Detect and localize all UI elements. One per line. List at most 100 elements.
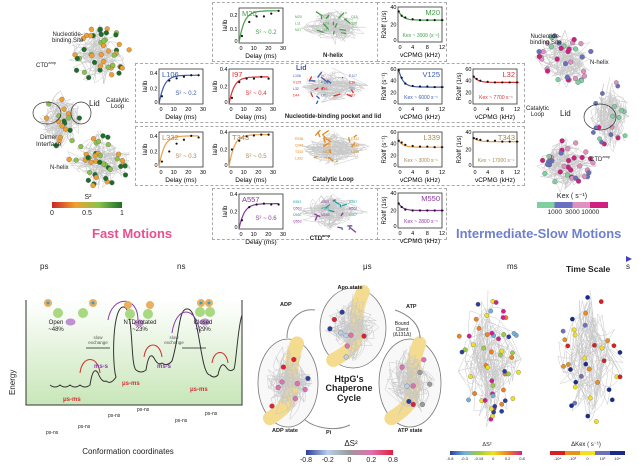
residue-sphere (343, 354, 349, 360)
data-point (515, 81, 519, 84)
residue-sidechain (350, 89, 355, 94)
residue-sphere (269, 403, 275, 409)
residue-sphere (568, 59, 574, 65)
residue-label: D44 (293, 94, 299, 98)
colorbar-tick-label: 0 (347, 456, 352, 464)
y-tick-label: 0 (393, 38, 396, 44)
ms-s-label-1: ms-s (94, 364, 109, 370)
residue-sphere (96, 138, 102, 145)
residue-sidechain (332, 30, 335, 35)
x-tick-label: 0 (398, 107, 401, 113)
colorbar-tick-label: 0 (492, 455, 495, 461)
residue-sphere (98, 63, 104, 69)
residue-sphere (499, 408, 505, 414)
residue-sidechain (315, 10, 323, 17)
residue-sphere (516, 369, 521, 375)
y-axis-label: R2eff (s⁻¹) (382, 135, 388, 163)
data-point (440, 19, 444, 22)
x-tick-label: 0 (159, 170, 162, 176)
data-point (197, 74, 200, 77)
s2-colorbar (52, 202, 122, 208)
apo-state-label: Apo state (337, 285, 363, 291)
x-tick-label: 20 (185, 107, 191, 113)
residue-sphere (499, 401, 505, 407)
residue-sphere (462, 347, 468, 353)
residue-sphere (87, 33, 94, 39)
protein-cartoon (557, 289, 624, 423)
kex-annotation: Kex ~ 17000 s⁻¹ (478, 158, 515, 164)
timescale-arrow (30, 256, 632, 262)
data-point (190, 74, 193, 77)
x-tick-label: 0 (239, 232, 242, 238)
y-tick-label: 60 (390, 67, 396, 73)
residue-sphere (59, 96, 65, 102)
x-tick-label: 8 (501, 170, 504, 176)
data-point (404, 16, 407, 19)
x-tick-label: 20 (265, 232, 271, 238)
y-axis-label: Ia/Ib (143, 143, 149, 155)
residue-sidechain (328, 156, 334, 162)
data-point (411, 84, 414, 88)
residue-sidechain (316, 29, 324, 34)
us-ms-arrow-1 (79, 359, 101, 374)
panel-n-helix-cpmg (377, 2, 447, 62)
colorbar-tick-label: 0.2 (504, 455, 511, 461)
x-axis-label: νCPMG (kHz) (400, 52, 440, 59)
residue-label: L567 (349, 213, 357, 217)
residue-sphere (492, 404, 498, 409)
residue-sphere (66, 156, 72, 162)
x-tick-label: 20 (185, 170, 191, 176)
residue-sphere (572, 384, 578, 390)
residue-sphere (564, 74, 570, 80)
data-point (400, 14, 403, 17)
residue-sphere (109, 72, 115, 78)
timescale-title: Time Scale (566, 264, 611, 274)
residue-label: T343 (498, 133, 515, 142)
residue-sphere (91, 59, 98, 65)
residue-sphere (606, 387, 612, 393)
residue-label: L18 (323, 15, 329, 19)
protein-cartoon (36, 89, 81, 150)
y-axis-label: Ia/Ib (143, 80, 149, 92)
colorbar-tick-label: -0.15 (474, 455, 484, 461)
residue-sphere (539, 157, 546, 163)
colorbar-tick-label: 3000 (565, 208, 580, 216)
x-tick-label: 20 (255, 170, 261, 176)
s2-annotation: S² ~ 0.4 (245, 91, 267, 97)
colorbar-tick-label: 0.8 (388, 456, 398, 464)
ctd-circle (583, 103, 617, 131)
residue-sphere (338, 330, 344, 336)
data-point (400, 141, 403, 144)
x-tick-label: 4 (411, 45, 414, 51)
residue-sphere (78, 144, 84, 150)
residue-sphere (294, 381, 300, 387)
fit-curve (238, 203, 279, 230)
kex-colorbar-label: Kex ( s⁻¹) (556, 193, 588, 200)
s2-annotation: S² ~ 0.2 (255, 30, 277, 36)
residue-sphere (291, 356, 297, 363)
residue-label: A557 (242, 195, 260, 204)
residue-sphere (484, 313, 490, 318)
colorbar-tick-label: 1 (120, 209, 124, 217)
x-tick-label: 4 (486, 170, 489, 176)
residue-sphere (605, 338, 611, 343)
residue-sphere (90, 183, 96, 189)
x-tick-label: 20 (265, 46, 271, 52)
cpmg-plot-l339: 0 4 8 12 0 20 40 60 νCPMG (kHz) R2eff (s⁻¹) L339 Ke… (382, 130, 445, 184)
fit-curve (473, 76, 519, 83)
data-point (397, 139, 400, 142)
residue-sphere (576, 178, 582, 184)
y-tick-label: 0.2 (150, 86, 158, 92)
residue-sidechain (325, 138, 332, 143)
residue-sphere (564, 172, 570, 178)
residue-sidechain (348, 225, 351, 231)
data-point (501, 81, 504, 84)
n-helix-inset-label: N-helix (322, 53, 344, 59)
ms-s-arrow-2 (171, 311, 201, 334)
data-point (472, 75, 475, 78)
chaperone-cycle (257, 285, 442, 430)
y-axis-label: R2eff (1/s) (382, 11, 388, 39)
residue-sphere (501, 308, 506, 314)
residue-sphere (105, 48, 112, 54)
residue-sphere (119, 158, 125, 164)
